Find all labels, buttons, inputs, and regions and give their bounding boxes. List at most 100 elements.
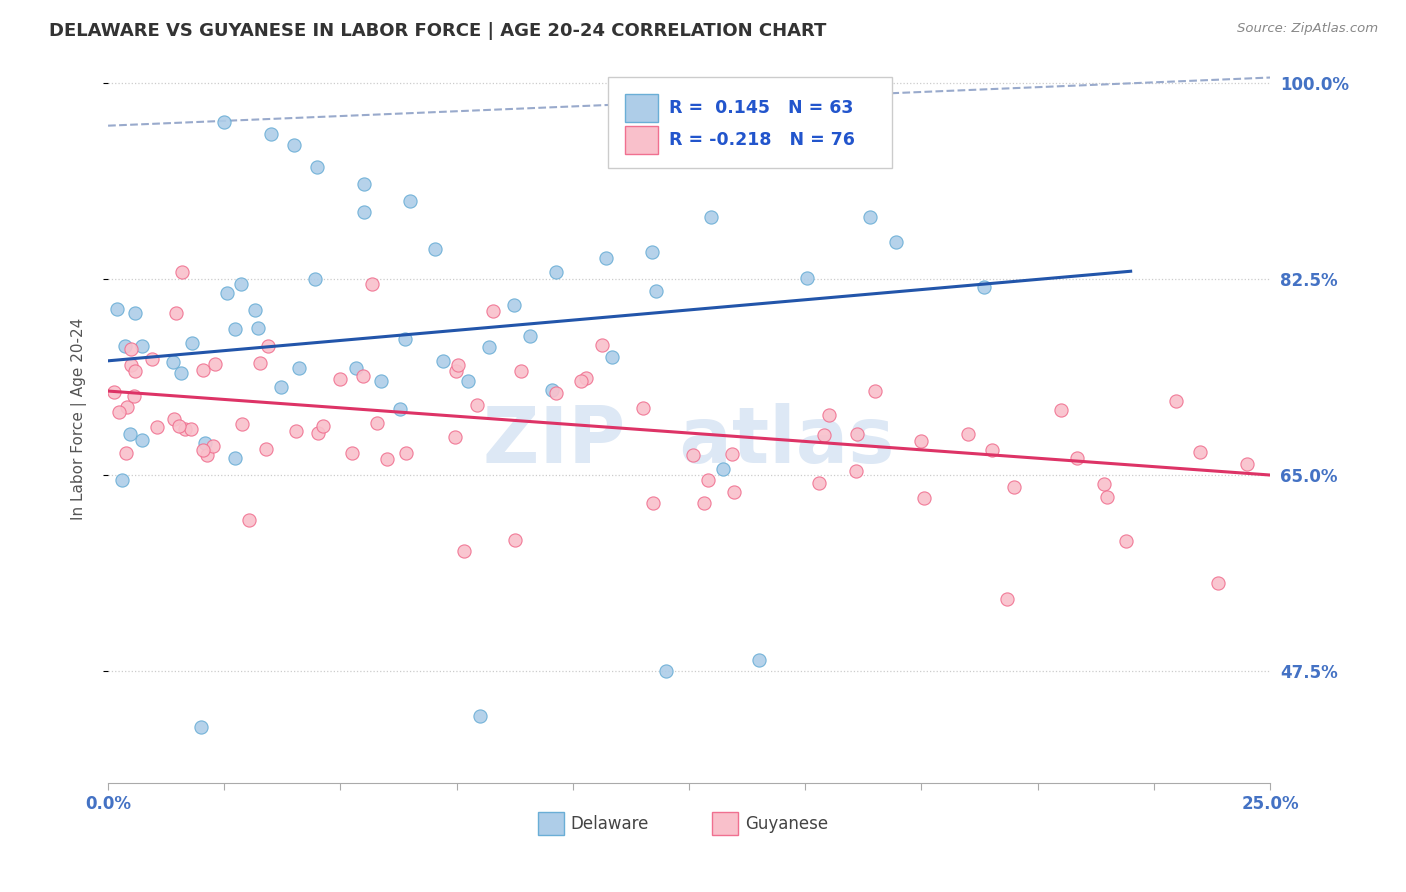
Point: [204, 357, 226, 371]
Point: [1206, 576, 1229, 591]
Point: [444, 430, 467, 444]
Point: [260, 127, 283, 141]
Text: Guyanese: Guyanese: [745, 814, 828, 833]
FancyBboxPatch shape: [607, 77, 893, 168]
Point: [287, 361, 309, 376]
Point: [370, 375, 392, 389]
Point: [910, 434, 932, 448]
Bar: [626, 95, 658, 122]
Point: [122, 389, 145, 403]
Point: [655, 664, 678, 678]
Point: [283, 137, 305, 152]
Point: [478, 340, 501, 354]
Point: [162, 355, 184, 369]
Point: [194, 436, 217, 450]
Point: [353, 205, 375, 219]
Point: [170, 265, 193, 279]
Point: [602, 350, 624, 364]
Point: [246, 321, 269, 335]
Point: [105, 302, 128, 317]
Point: [503, 533, 526, 548]
Point: [131, 339, 153, 353]
Point: [366, 417, 388, 431]
Point: [124, 364, 146, 378]
Point: [254, 442, 277, 456]
Point: [167, 418, 190, 433]
Point: [111, 473, 134, 487]
Point: [912, 491, 935, 505]
Point: [243, 303, 266, 318]
Point: [344, 360, 367, 375]
Point: [884, 235, 907, 249]
Point: [1066, 450, 1088, 465]
Text: DELAWARE VS GUYANESE IN LABOR FORCE | AGE 20-24 CORRELATION CHART: DELAWARE VS GUYANESE IN LABOR FORCE | AG…: [49, 22, 827, 40]
Point: [124, 306, 146, 320]
Point: [1236, 457, 1258, 471]
Point: [120, 358, 142, 372]
Point: [844, 464, 866, 478]
Point: [723, 485, 745, 500]
Point: [229, 277, 252, 292]
Point: [270, 380, 292, 394]
Point: [541, 384, 564, 398]
Text: Source: ZipAtlas.com: Source: ZipAtlas.com: [1237, 22, 1378, 36]
Point: [711, 462, 734, 476]
Point: [503, 298, 526, 312]
Point: [115, 400, 138, 414]
Point: [307, 160, 329, 174]
Point: [1004, 480, 1026, 494]
Point: [640, 244, 662, 259]
Text: R =  0.145   N = 63: R = 0.145 N = 63: [669, 99, 853, 117]
Point: [249, 356, 271, 370]
Point: [817, 409, 839, 423]
Point: [519, 328, 541, 343]
Point: [631, 401, 654, 416]
Point: [467, 398, 489, 412]
Point: [215, 286, 238, 301]
Point: [329, 372, 352, 386]
Point: [807, 475, 830, 490]
Point: [399, 194, 422, 208]
Point: [813, 428, 835, 442]
Point: [859, 211, 882, 225]
Point: [1166, 394, 1188, 409]
Point: [103, 384, 125, 399]
Point: [693, 496, 716, 510]
Point: [231, 417, 253, 431]
Point: [174, 422, 197, 436]
Point: [1092, 477, 1115, 491]
Point: [353, 368, 375, 383]
Point: [453, 544, 475, 558]
Bar: [626, 127, 658, 154]
Point: [312, 419, 335, 434]
Point: [700, 211, 723, 225]
Point: [591, 338, 613, 352]
Point: [394, 333, 416, 347]
Point: [353, 177, 375, 191]
Point: [645, 284, 668, 298]
Point: [115, 446, 138, 460]
Point: [375, 451, 398, 466]
Point: [796, 271, 818, 285]
Point: [190, 720, 212, 734]
Point: [180, 421, 202, 435]
Point: [388, 402, 411, 417]
Point: [643, 496, 665, 510]
Point: [446, 358, 468, 372]
Text: R = -0.218   N = 76: R = -0.218 N = 76: [669, 131, 855, 149]
Point: [569, 374, 592, 388]
Point: [509, 364, 531, 378]
Point: [284, 424, 307, 438]
Point: [120, 427, 142, 442]
Point: [165, 306, 187, 320]
Point: [340, 446, 363, 460]
Point: [546, 265, 568, 279]
Point: [432, 354, 454, 368]
Point: [595, 251, 617, 265]
Point: [131, 433, 153, 447]
Point: [682, 448, 704, 462]
Bar: [538, 812, 564, 835]
Text: ZIP  atlas: ZIP atlas: [484, 403, 894, 479]
Point: [191, 443, 214, 458]
Point: [304, 272, 326, 286]
